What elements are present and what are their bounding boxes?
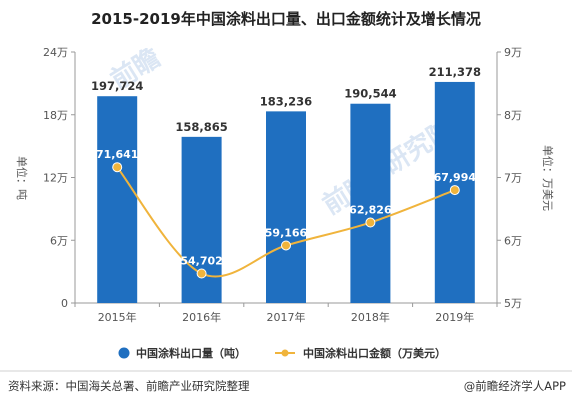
y-right-tick-label: 7万 (504, 172, 522, 185)
line-value-label: 71,641 (96, 148, 138, 161)
bar-value-label: 158,865 (175, 120, 227, 134)
y-right-tick-label: 8万 (504, 109, 522, 122)
x-tick-label: 2019年 (435, 310, 474, 324)
x-tick-label: 2016年 (182, 310, 221, 324)
data-labels: 197,724 158,865 183,236 190,544 211,378 71,64… (91, 65, 481, 268)
line-series (112, 162, 460, 279)
line-point (449, 185, 460, 196)
line-value-label: 67,994 (434, 171, 477, 184)
legend-label-bar: 中国涂料出口量（吨） (136, 346, 246, 360)
line-point (281, 240, 291, 251)
y-right-tick-label: 6万 (504, 234, 522, 247)
legend: 中国涂料出口量（吨） 中国涂料出口金额（万美元） (118, 346, 446, 360)
y-left-tick-label: 24万 (43, 46, 68, 59)
x-tick-label: 2017年 (267, 310, 306, 324)
bar (97, 96, 138, 303)
line-point (365, 217, 376, 228)
line-point (112, 162, 123, 173)
x-tick-label: 2018年 (351, 310, 390, 324)
y-right-tick-label: 5万 (504, 297, 522, 310)
legend-label-line: 中国涂料出口金额（万美元） (303, 346, 446, 360)
bar-value-label: 197,724 (91, 79, 143, 93)
y-right-tick-label: 9万 (504, 46, 522, 59)
x-tick-label: 2015年 (98, 310, 137, 324)
chart-title: 2015-2019年中国涂料出口量、出口金额统计及增长情况 (91, 10, 481, 28)
y-left-tick-label: 0 (61, 297, 68, 310)
bars (97, 81, 475, 303)
line-value-label: 59,166 (265, 226, 308, 239)
legend-marker-dot (281, 349, 289, 357)
bar (350, 103, 391, 303)
line-value-label: 54,702 (180, 254, 222, 267)
y-left-tick-label: 6万 (50, 234, 68, 247)
y-left-tick-label: 18万 (43, 109, 68, 122)
legend-marker-bar (118, 347, 130, 359)
y-left-axis-label: 单位：吨 (15, 156, 29, 200)
axes: 0 6万 12万 18万 24万 5万 6万 7万 8万 9万 2015年 2016年 2017年 201… (43, 46, 522, 324)
bar-value-label: 190,544 (344, 87, 396, 101)
bar-value-label: 183,236 (260, 94, 312, 108)
footer-source: 资料来源：中国海关总署、前瞻产业研究院整理 (8, 379, 250, 393)
bar (266, 111, 306, 303)
line-value-label: 62,826 (349, 204, 392, 217)
y-right-axis-label: 单位：万美元 (541, 145, 555, 211)
footer-brand: @前瞻经济学人APP (464, 379, 566, 393)
line-point (196, 268, 207, 279)
y-left-tick-label: 12万 (43, 172, 68, 185)
bar-value-label: 211,378 (429, 65, 481, 79)
